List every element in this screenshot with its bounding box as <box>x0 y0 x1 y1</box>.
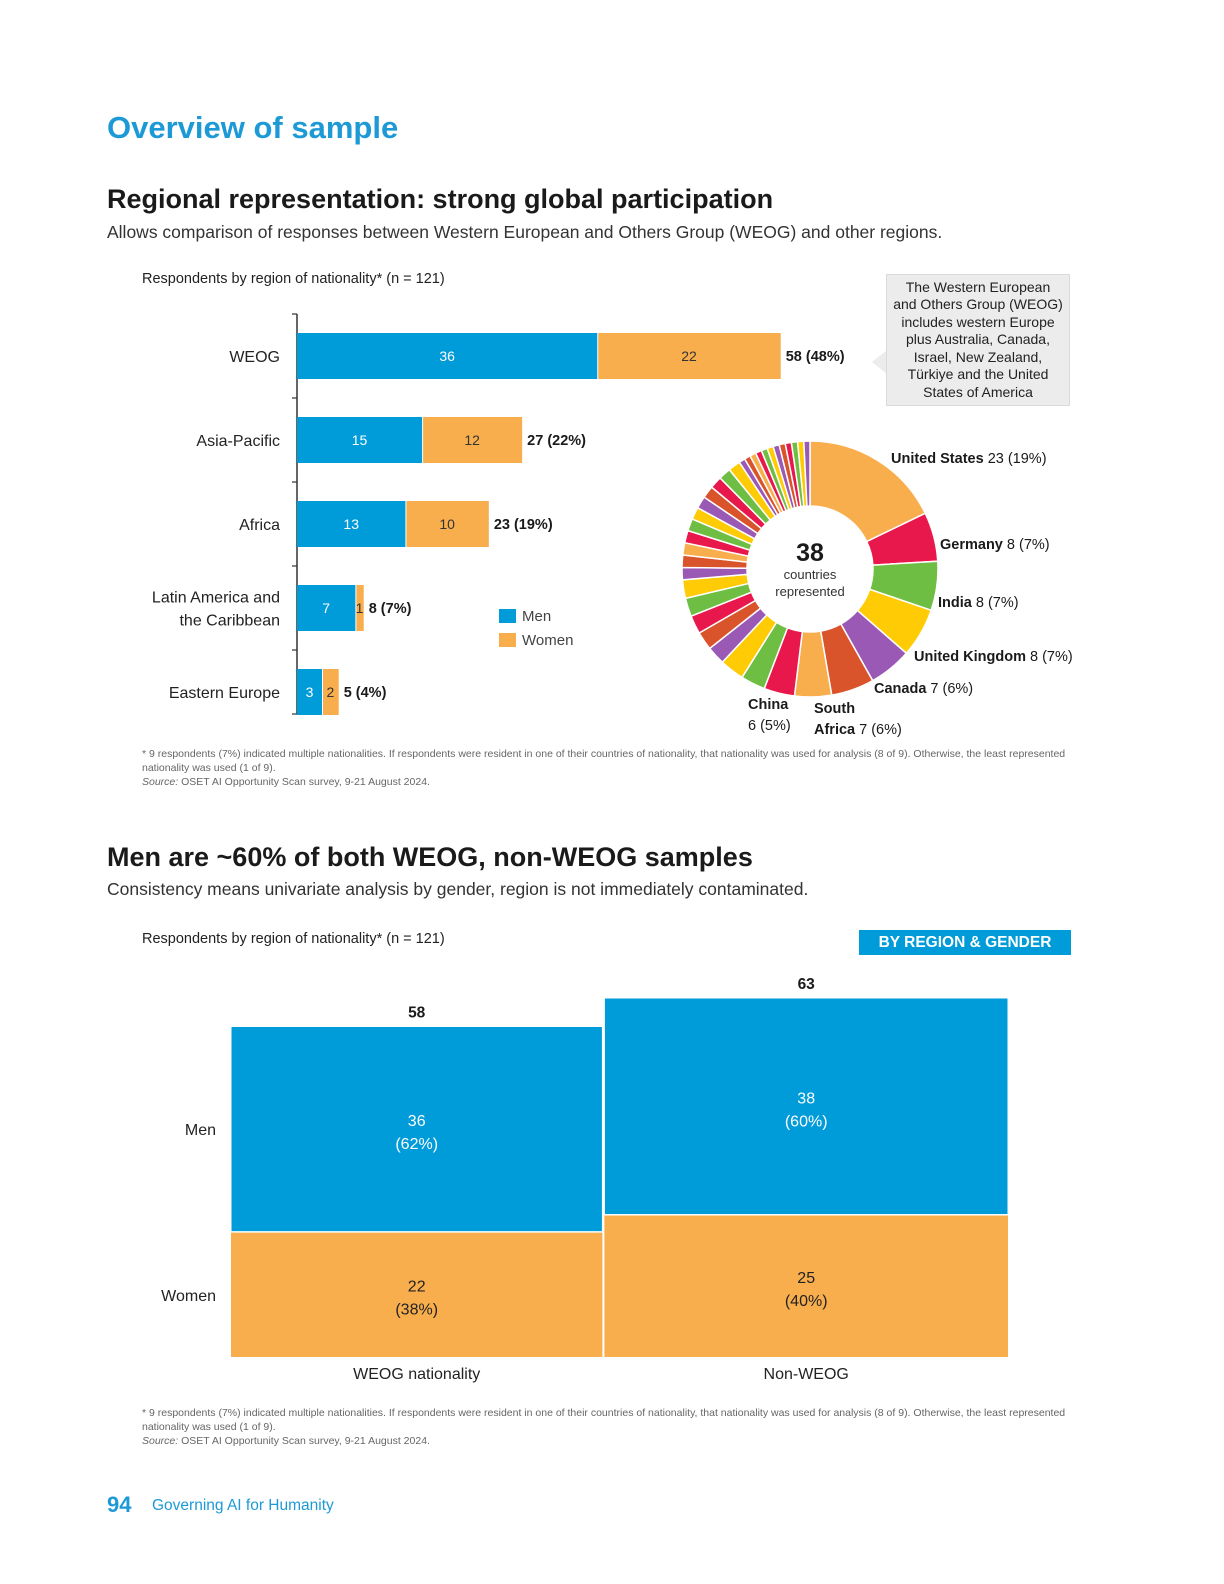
mekko-women-pct: (38%) <box>395 1301 438 1318</box>
donut-label: Africa 7 (6%) <box>814 722 902 738</box>
chart1-footnote: * 9 respondents (7%) indicated multiple … <box>142 747 1072 789</box>
bar-total-label: 23 (19%) <box>494 517 553 533</box>
donut-label: United Kingdom 8 (7%) <box>914 649 1073 665</box>
bar-men <box>297 417 423 463</box>
section2-subheading: Consistency means univariate analysis by… <box>107 879 809 899</box>
source-text: OSET AI Opportunity Scan survey, 9-21 Au… <box>181 776 430 788</box>
donut-center-value: 38 <box>796 539 824 567</box>
bar-women-label: 22 <box>681 348 697 364</box>
bar-men <box>297 333 598 379</box>
section2-heading: Men are ~60% of both WEOG, non-WEOG samp… <box>107 842 753 872</box>
bar-men-label: 15 <box>352 432 368 448</box>
donut-label-value: 6 (5%) <box>748 718 791 734</box>
legend-women-swatch <box>499 633 516 647</box>
mekko-women-value: 22 <box>408 1278 426 1295</box>
page-title: Overview of sample <box>107 110 399 145</box>
legend-men-label: Men <box>522 608 551 625</box>
bar-men-label: 3 <box>306 684 314 700</box>
mekko-women-pct: (40%) <box>785 1293 828 1310</box>
donut-slice-united-states <box>809 440 927 543</box>
bar-men-label: 7 <box>322 600 330 616</box>
donut-slice-other <box>802 440 811 507</box>
bar-women-label: 12 <box>464 432 480 448</box>
section1-subheading: Allows comparison of responses between W… <box>107 222 943 242</box>
donut-label: China <box>748 697 789 713</box>
bar-women <box>356 585 364 631</box>
mekko-row-label-men: Men <box>185 1122 216 1139</box>
mekko-men-pct: (62%) <box>395 1136 438 1153</box>
mekko-men-value: 36 <box>408 1113 426 1130</box>
mekko-men-pct: (60%) <box>785 1113 828 1130</box>
callout-pointer <box>872 350 887 374</box>
category-label: the Caribbean <box>179 613 280 630</box>
category-label: Asia-Pacific <box>196 433 280 450</box>
donut-center-label: represented <box>775 584 844 599</box>
region-bar-chart: WEOG 36 22 58 (48%)Asia-Pacific 15 12 27 (22%)… <box>152 313 1073 738</box>
bar-total-label: 27 (22%) <box>527 433 586 449</box>
mekko-row-label-women: Women <box>161 1288 216 1305</box>
category-label: Eastern Europe <box>169 685 280 702</box>
mekko-column-total: 63 <box>798 976 816 993</box>
region-gender-badge: BY REGION & GENDER <box>859 930 1071 955</box>
mekko-women-block <box>231 1232 603 1357</box>
bar-men <box>297 669 323 715</box>
bar-women-label: 2 <box>326 684 334 700</box>
category-label: WEOG <box>229 349 280 366</box>
donut-label: South <box>814 701 855 717</box>
weog-callout: The Western European and Others Group (W… <box>886 274 1070 406</box>
bar-men-label: 36 <box>439 348 455 364</box>
mekko-column-label: WEOG nationality <box>353 1366 480 1383</box>
donut-label: India 8 (7%) <box>938 595 1019 611</box>
bar-women <box>406 501 489 547</box>
bar-women-label: 10 <box>439 516 455 532</box>
source-text: OSET AI Opportunity Scan survey, 9-21 Au… <box>181 1435 430 1447</box>
bar-women <box>598 333 781 379</box>
footer-title: Governing AI for Humanity <box>152 1497 334 1514</box>
mekko-column-total: 58 <box>408 1004 426 1021</box>
mekko-women-value: 25 <box>797 1270 815 1287</box>
donut-label: United States 23 (19%) <box>891 451 1047 467</box>
source-label: Source: <box>142 1435 179 1447</box>
chart2-title: Respondents by region of nationality* (n… <box>142 931 445 947</box>
bar-women <box>423 417 523 463</box>
category-label: Africa <box>239 517 280 534</box>
legend-men-swatch <box>499 609 516 623</box>
footnote-text: * 9 respondents (7%) indicated multiple … <box>142 1407 1066 1433</box>
bar-men <box>297 585 356 631</box>
donut-label: Germany 8 (7%) <box>940 537 1050 553</box>
bar-total-label: 8 (7%) <box>369 601 412 617</box>
section1-heading: Regional representation: strong global p… <box>107 184 774 214</box>
bar-total-label: 5 (4%) <box>344 685 387 701</box>
footnote-text: * 9 respondents (7%) indicated multiple … <box>142 748 1066 774</box>
mekko-men-block <box>230 1025 603 1233</box>
chart1-title: Respondents by region of nationality* (n… <box>142 271 445 287</box>
bar-men-label: 13 <box>343 516 359 532</box>
source-label: Source: <box>142 776 179 788</box>
category-label: Latin America and <box>152 590 280 607</box>
donut-center-label: countries <box>784 567 837 582</box>
mekko-chart: 58 36 (62%) 22 (38%) WEOG nationality 63 38 (60%… <box>161 976 1009 1383</box>
bar-women-label: 1 <box>356 600 364 616</box>
donut-label: Canada 7 (6%) <box>874 681 973 697</box>
bar-men <box>297 501 406 547</box>
legend-women-label: Women <box>522 632 573 649</box>
page-number: 94 <box>107 1492 132 1517</box>
mekko-men-block <box>603 997 1009 1216</box>
mekko-men-value: 38 <box>797 1090 815 1107</box>
chart2-footnote: * 9 respondents (7%) indicated multiple … <box>142 1406 1072 1448</box>
mekko-column-label: Non-WEOG <box>764 1366 849 1383</box>
bar-total-label: 58 (48%) <box>786 349 845 365</box>
mekko-women-block <box>604 1215 1008 1357</box>
bar-women <box>323 669 339 715</box>
